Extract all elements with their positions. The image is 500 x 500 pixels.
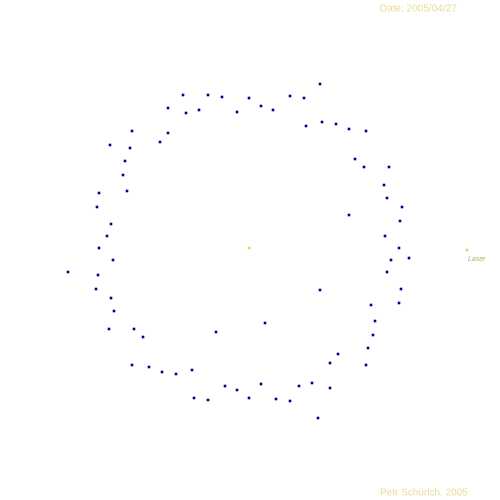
point	[385, 270, 389, 274]
point	[318, 288, 322, 292]
point	[206, 398, 210, 402]
plot-area	[66, 82, 469, 420]
point	[121, 173, 125, 177]
point	[336, 352, 340, 356]
point	[259, 382, 263, 386]
point	[385, 196, 389, 200]
point	[382, 183, 386, 187]
point	[297, 384, 301, 388]
point	[387, 165, 391, 169]
point	[383, 234, 387, 238]
point	[347, 127, 351, 131]
point	[192, 396, 196, 400]
point	[304, 124, 308, 128]
point	[271, 108, 275, 112]
point	[94, 287, 98, 291]
point	[247, 246, 251, 250]
point	[235, 110, 239, 114]
point	[190, 368, 194, 372]
point	[174, 372, 178, 376]
point	[302, 96, 306, 100]
point	[141, 335, 145, 339]
point	[160, 370, 164, 374]
chart-title: Date: 2005/04/27	[380, 4, 457, 15]
point	[318, 82, 322, 86]
point	[166, 106, 170, 110]
point	[247, 96, 251, 100]
point	[95, 205, 99, 209]
point	[214, 330, 218, 334]
point	[366, 346, 370, 350]
point	[364, 363, 368, 367]
point	[235, 388, 239, 392]
point	[128, 146, 132, 150]
point	[371, 333, 375, 337]
point	[132, 327, 136, 331]
point	[223, 384, 227, 388]
point	[109, 296, 113, 300]
point	[362, 165, 366, 169]
point	[130, 363, 134, 367]
point	[97, 191, 101, 195]
point	[328, 361, 332, 365]
point	[407, 256, 411, 260]
point	[184, 111, 188, 115]
point	[353, 157, 357, 161]
point	[259, 104, 263, 108]
point	[123, 159, 127, 163]
point	[181, 93, 185, 97]
point	[147, 365, 151, 369]
point	[465, 248, 469, 252]
point	[105, 234, 109, 238]
point	[334, 122, 338, 126]
point	[316, 416, 320, 420]
point	[347, 213, 351, 217]
point	[263, 321, 267, 325]
point	[274, 397, 278, 401]
point	[389, 258, 393, 262]
point	[310, 381, 314, 385]
point	[96, 273, 100, 277]
credit: Petr Schürich, 2005	[380, 488, 468, 499]
point	[66, 270, 70, 274]
point	[125, 189, 129, 193]
point	[328, 386, 332, 390]
annotation: Laser	[468, 256, 486, 263]
point	[220, 95, 224, 99]
point	[400, 205, 404, 209]
point	[398, 219, 402, 223]
point	[320, 120, 324, 124]
point	[247, 396, 251, 400]
point	[109, 222, 113, 226]
point	[206, 93, 210, 97]
point	[364, 129, 368, 133]
point	[369, 303, 373, 307]
point	[399, 287, 403, 291]
point	[158, 140, 162, 144]
point	[373, 319, 377, 323]
point	[166, 131, 170, 135]
point	[197, 108, 201, 112]
point	[97, 246, 101, 250]
point	[130, 129, 134, 133]
point	[108, 143, 112, 147]
point	[288, 399, 292, 403]
point	[397, 301, 401, 305]
point	[112, 309, 116, 313]
point	[107, 327, 111, 331]
point	[111, 258, 115, 262]
point	[288, 94, 292, 98]
point	[397, 246, 401, 250]
